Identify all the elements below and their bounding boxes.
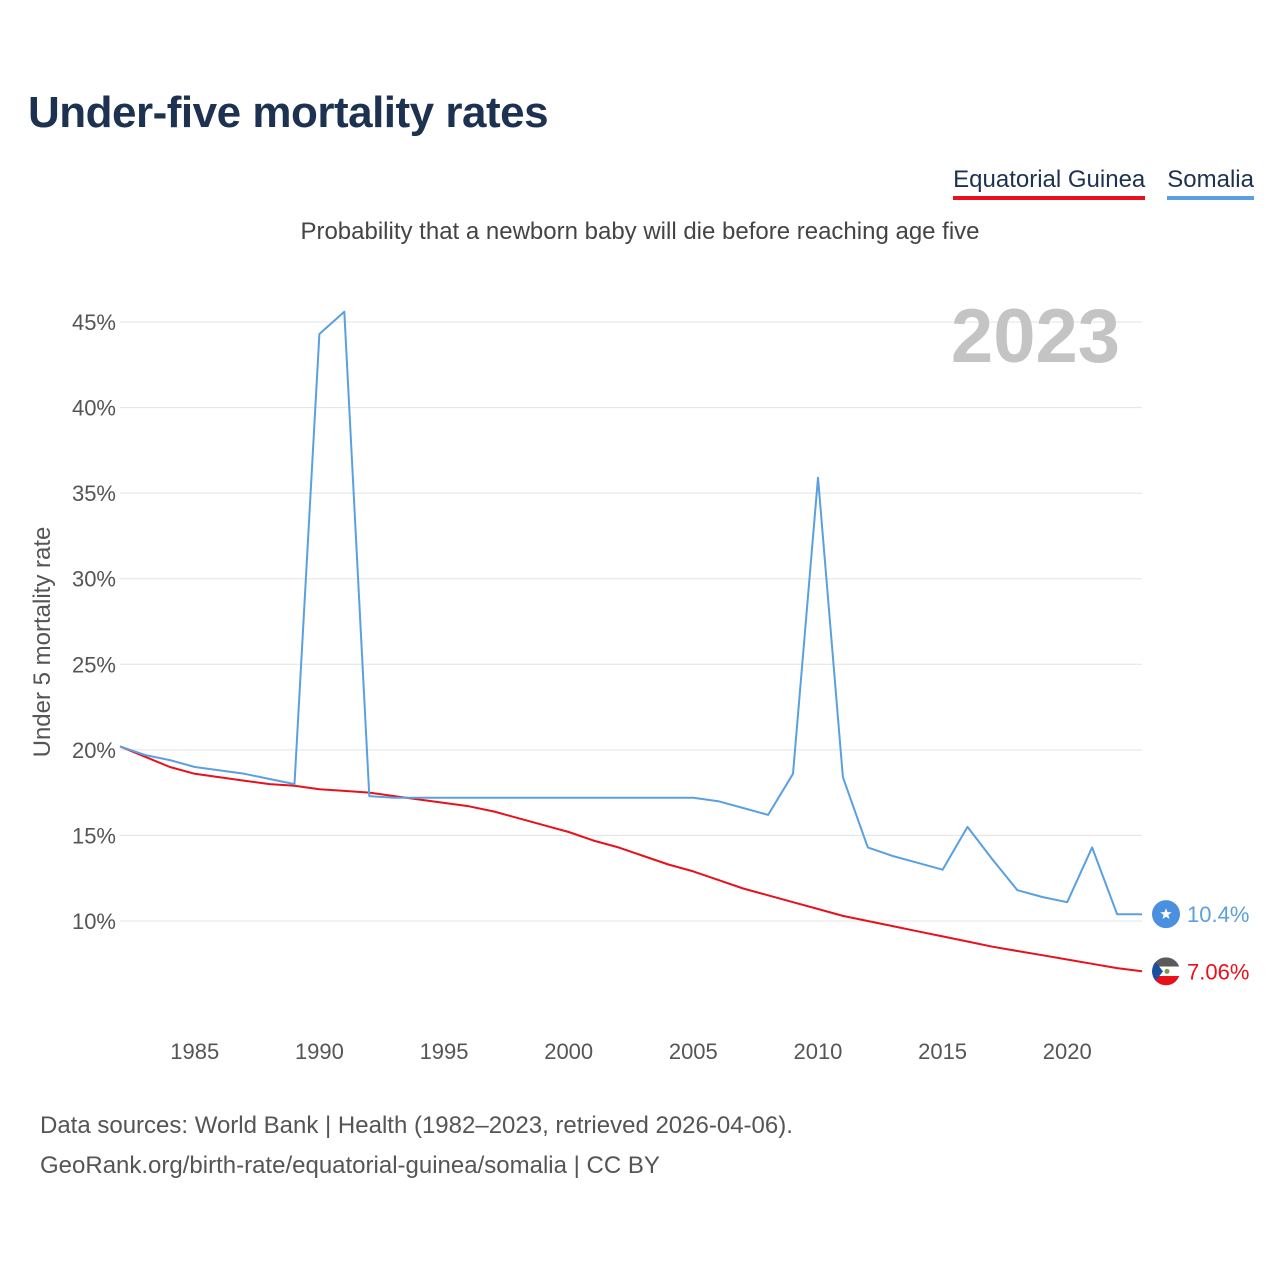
source-note: Data sources: World Bank | Health (1982–… [40, 1106, 793, 1186]
y-tick-label: 35% [72, 481, 116, 506]
x-tick-label: 1985 [170, 1039, 219, 1064]
end-markers: 7.06% 10.4% [1152, 900, 1249, 986]
legend-item-somalia[interactable]: Somalia [1167, 166, 1254, 200]
x-tick-label: 1995 [420, 1039, 469, 1064]
source-line-1: Data sources: World Bank | Health (1982–… [40, 1112, 793, 1139]
flag-somalia-icon [1152, 900, 1180, 929]
legend: Equatorial Guinea Somalia [953, 166, 1254, 200]
y-tick-label: 10% [72, 909, 116, 934]
y-tick-label: 15% [72, 823, 116, 848]
x-tick-label: 2000 [544, 1039, 593, 1064]
chart-subtitle: Probability that a newborn baby will die… [300, 218, 980, 245]
series-line-somalia[interactable] [119, 310, 1142, 916]
series-lines [119, 310, 1143, 973]
x-tick-label: 2005 [669, 1039, 718, 1064]
gridlines [120, 321, 1142, 922]
x-tick-label: 2015 [918, 1039, 967, 1064]
y-tick-label: 20% [72, 738, 116, 763]
series-line-equatorial-guinea[interactable] [119, 745, 1143, 973]
legend-item-equatorial-guinea[interactable]: Equatorial Guinea [953, 166, 1146, 200]
chart-title: Under-five mortality rates [28, 88, 549, 137]
x-tick-label: 2010 [793, 1039, 842, 1064]
y-tick-label: 25% [72, 652, 116, 677]
y-tick-label: 30% [72, 567, 116, 592]
y-axis-ticks: 10% 15% 20% 25% 30% 35% 40% 45% [72, 310, 116, 934]
y-axis-label: Under 5 mortality rate [29, 527, 56, 758]
end-value-label-somalia: 10.4% [1187, 902, 1249, 927]
x-tick-label: 1990 [295, 1039, 344, 1064]
x-axis-ticks: 1985 1990 1995 2000 2005 2010 2015 2020 [170, 1039, 1091, 1064]
x-tick-label: 2020 [1043, 1039, 1092, 1064]
y-tick-label: 45% [72, 310, 116, 335]
year-label: 2023 [951, 294, 1120, 379]
flag-equatorial-guinea-icon [1152, 957, 1180, 986]
y-tick-label: 40% [72, 396, 116, 421]
source-line-2: GeoRank.org/birth-rate/equatorial-guinea… [40, 1152, 660, 1179]
end-value-label-equatorial-guinea: 7.06% [1187, 959, 1249, 984]
